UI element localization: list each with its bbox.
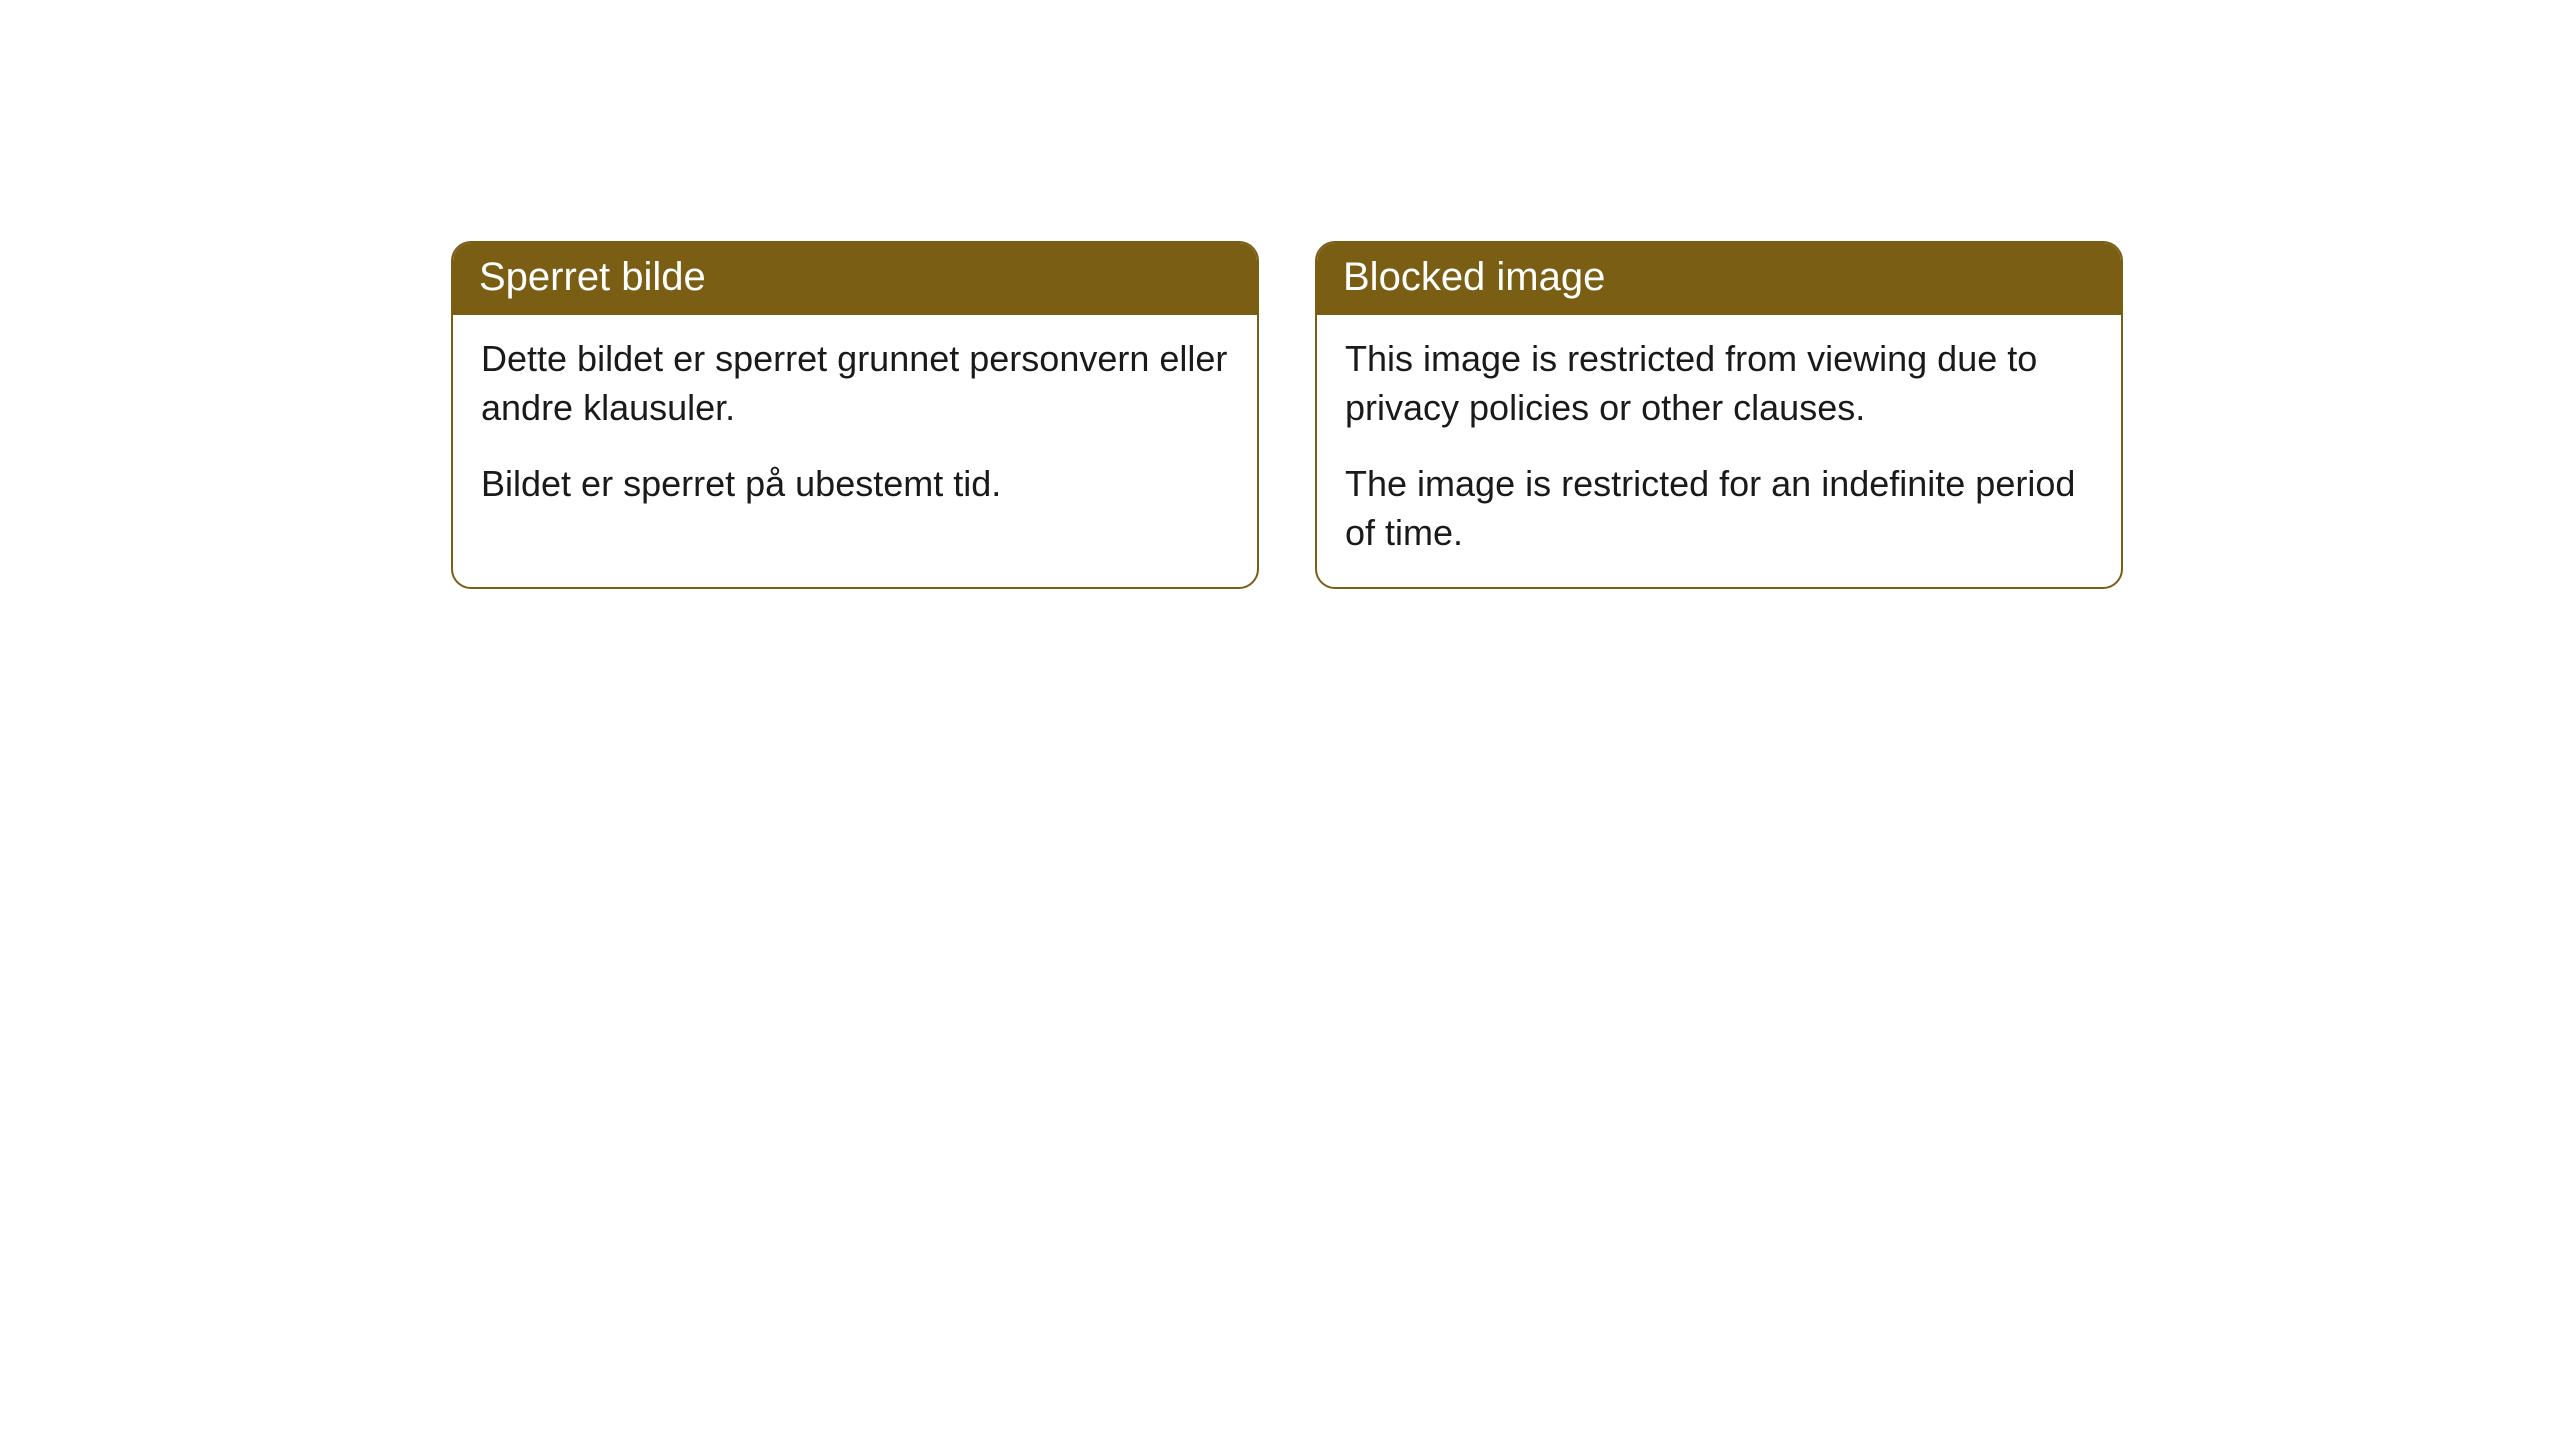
card-paragraph: This image is restricted from viewing du… <box>1345 335 2093 432</box>
card-header-norwegian: Sperret bilde <box>453 243 1257 315</box>
card-paragraph: Dette bildet er sperret grunnet personve… <box>481 335 1229 432</box>
card-body-norwegian: Dette bildet er sperret grunnet personve… <box>453 315 1257 587</box>
card-header-english: Blocked image <box>1317 243 2121 315</box>
card-body-english: This image is restricted from viewing du… <box>1317 315 2121 587</box>
card-paragraph: The image is restricted for an indefinit… <box>1345 460 2093 557</box>
blocked-image-card-norwegian: Sperret bilde Dette bildet er sperret gr… <box>451 241 1259 589</box>
card-paragraph: Bildet er sperret på ubestemt tid. <box>481 460 1229 509</box>
cards-container: Sperret bilde Dette bildet er sperret gr… <box>451 241 2123 589</box>
blocked-image-card-english: Blocked image This image is restricted f… <box>1315 241 2123 589</box>
